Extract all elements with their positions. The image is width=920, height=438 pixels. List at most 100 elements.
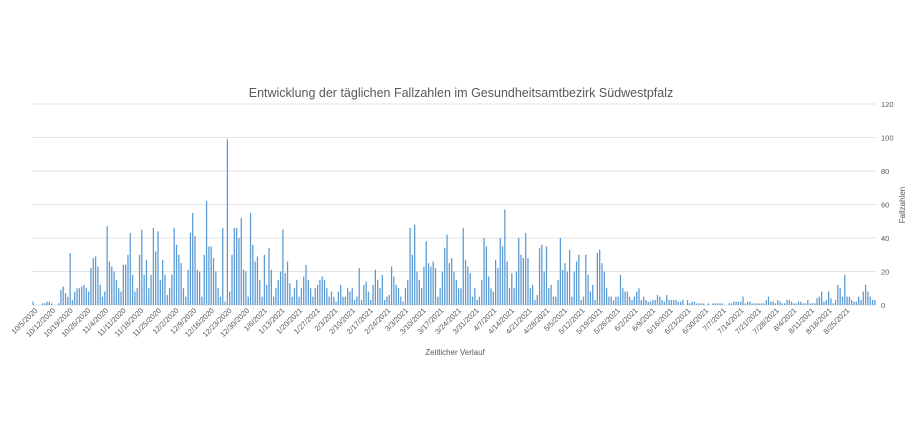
bar [122, 264, 124, 305]
bar [164, 274, 166, 305]
bar [548, 288, 550, 305]
bar [242, 269, 245, 305]
bar [809, 303, 811, 305]
x-axis-label: Zeitlicher Verlauf [425, 348, 485, 357]
bar [673, 299, 675, 305]
bar [233, 227, 235, 305]
bar [321, 276, 323, 305]
bar [592, 284, 594, 305]
bar [215, 271, 217, 305]
bar [636, 291, 638, 305]
bar [864, 284, 867, 305]
bar [802, 303, 804, 305]
bar [397, 288, 400, 305]
bar [275, 288, 277, 305]
bar [88, 291, 90, 305]
bar [363, 284, 365, 305]
bar [57, 303, 60, 305]
bar [171, 274, 173, 305]
bar [659, 296, 661, 306]
bar [305, 264, 307, 305]
bar [834, 299, 837, 305]
bar [478, 296, 481, 306]
bar [751, 303, 753, 305]
bar [400, 296, 402, 306]
bar [492, 291, 494, 305]
bar [525, 232, 527, 305]
bar [531, 284, 534, 305]
bar [254, 261, 256, 305]
bar [573, 271, 575, 305]
bar [291, 296, 293, 306]
bar [770, 301, 772, 305]
bar [377, 279, 379, 306]
bar [455, 279, 457, 306]
bar [624, 291, 626, 305]
bar [353, 299, 356, 305]
bar [749, 301, 751, 305]
bar [143, 274, 145, 305]
bar [157, 231, 159, 305]
bar [48, 301, 50, 305]
bar [337, 291, 340, 305]
bar [256, 256, 259, 305]
bar [62, 286, 64, 305]
bar [330, 291, 333, 305]
bar [601, 263, 603, 306]
bar [437, 296, 439, 306]
bar [333, 296, 335, 306]
bar [111, 266, 113, 305]
bar [559, 238, 561, 305]
bar [372, 284, 374, 305]
bar [522, 258, 524, 305]
bar [534, 299, 536, 305]
bar [273, 296, 275, 306]
bar [615, 296, 617, 306]
bar [608, 296, 610, 306]
bar [192, 212, 194, 306]
bar [175, 244, 178, 305]
bar [180, 263, 182, 306]
bar [203, 254, 205, 305]
bar [335, 301, 337, 305]
bar [654, 299, 656, 305]
bar [115, 279, 118, 306]
bar [846, 296, 848, 306]
bar [222, 227, 224, 305]
bar [490, 288, 492, 305]
bar [430, 266, 432, 305]
bar [189, 232, 192, 305]
bar [201, 296, 203, 306]
bar [141, 229, 143, 306]
bar [760, 303, 763, 305]
bar [279, 271, 282, 305]
bar [814, 303, 816, 305]
bar [663, 301, 666, 305]
bar [747, 301, 749, 305]
bar [740, 301, 742, 305]
bar [501, 246, 504, 306]
bar [811, 303, 814, 305]
bar [418, 279, 420, 306]
bar [666, 294, 668, 305]
bar [444, 248, 446, 305]
bar [633, 296, 635, 306]
bar [703, 303, 705, 305]
bar [596, 253, 598, 305]
bar [788, 299, 790, 305]
bar [370, 299, 372, 305]
bar [557, 279, 559, 306]
bar [818, 296, 820, 306]
bar [307, 279, 309, 306]
bar [777, 299, 779, 305]
bar [855, 301, 857, 305]
bar [871, 299, 874, 305]
bar [208, 246, 210, 306]
bar [219, 296, 222, 306]
bar [781, 303, 783, 305]
y-tick-label: 100 [881, 134, 894, 143]
bar [619, 274, 622, 305]
bar [730, 303, 733, 305]
bar [386, 296, 388, 306]
bar [249, 212, 252, 306]
